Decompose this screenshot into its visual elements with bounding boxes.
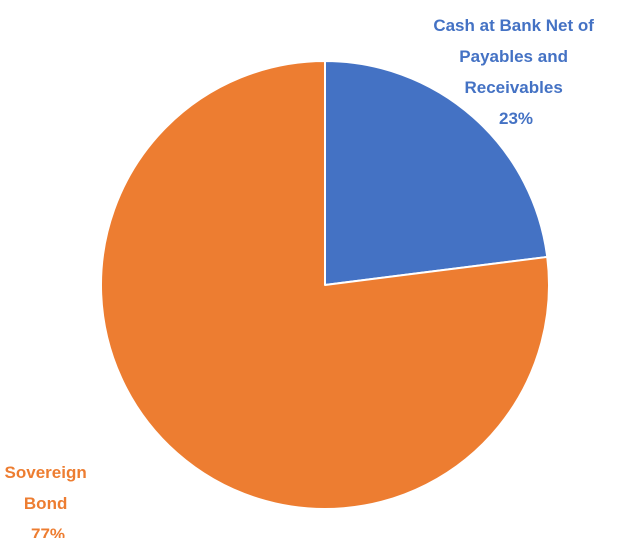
pie-slice-1	[100, 60, 550, 510]
slice-label-cash: Cash at Bank Net of Payables and Receiva…	[433, 16, 598, 128]
slice-label-sovereign-line-2: Bond	[24, 494, 67, 513]
slice-label-sovereign-line-1: Sovereign	[5, 463, 87, 482]
pie-slice-0	[324, 60, 549, 286]
slice-label-cash-line-1: Cash at Bank Net of	[433, 16, 594, 35]
slice-label-sovereign: Sovereign Bond 77%	[5, 463, 92, 538]
slice-label-cash-line-2: Payables and	[459, 47, 568, 66]
slice-label-cash-value: 23%	[499, 109, 533, 128]
slice-label-cash-line-3: Receivables	[464, 78, 562, 97]
slice-label-sovereign-value: 77%	[31, 525, 65, 538]
pie-slices	[100, 60, 550, 510]
